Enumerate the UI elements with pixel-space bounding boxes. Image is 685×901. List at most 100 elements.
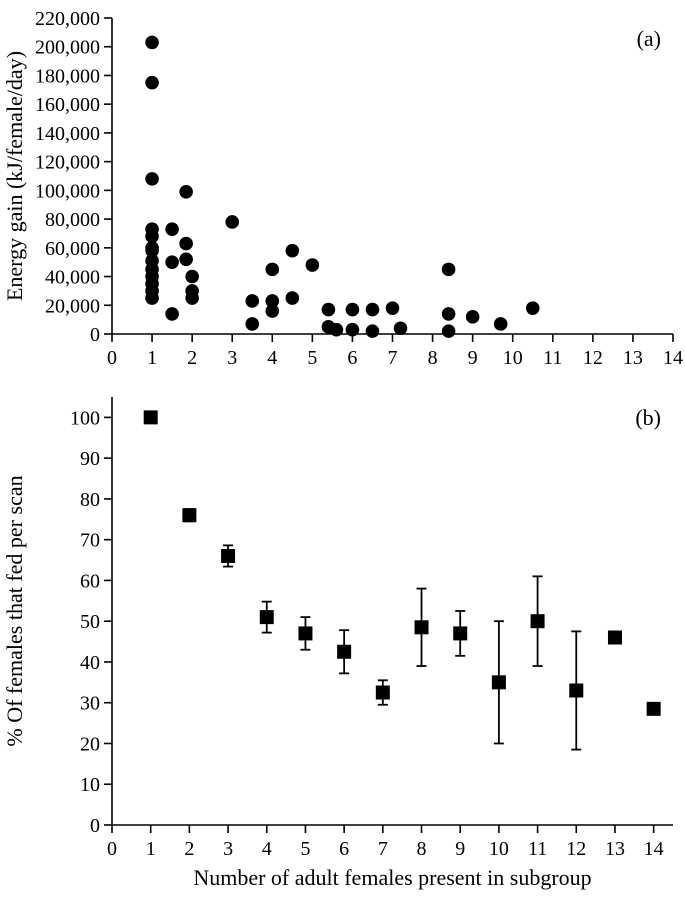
scatter-point — [526, 301, 540, 315]
scatter-point — [366, 303, 380, 317]
y-tick-label: 0 — [90, 815, 100, 837]
x-tick-label: 5 — [307, 347, 317, 369]
x-tick-label: 5 — [300, 838, 310, 860]
scatter-point — [286, 291, 300, 305]
scatter-point — [145, 172, 159, 186]
x-tick-label: 11 — [543, 347, 562, 369]
y-tick-label: 200,000 — [35, 37, 100, 59]
square-marker — [608, 630, 622, 644]
scatter-point — [346, 303, 360, 317]
scatter-point — [165, 255, 179, 269]
x-tick-label: 9 — [468, 347, 478, 369]
x-tick-label: 10 — [503, 347, 523, 369]
scatter-point — [179, 185, 193, 199]
scatter-point — [394, 321, 408, 335]
scatter-point — [245, 294, 259, 308]
square-marker — [182, 508, 196, 522]
x-tick-label: 14 — [663, 347, 683, 369]
x-tick-label: 3 — [223, 838, 233, 860]
scatter-point — [494, 317, 508, 331]
x-tick-label: 14 — [644, 838, 664, 860]
y-tick-label: 30 — [80, 693, 100, 715]
square-marker — [376, 686, 390, 700]
scatter-point — [145, 36, 159, 50]
x-tick-label: 4 — [262, 838, 272, 860]
x-tick-label: 4 — [267, 347, 277, 369]
scatter-point — [225, 215, 239, 229]
scatter-point — [245, 317, 259, 331]
y-tick-label: 50 — [80, 611, 100, 633]
scatter-point — [145, 241, 159, 255]
scatter-point — [265, 304, 279, 318]
square-marker — [569, 683, 583, 697]
y-tick-label: 40 — [80, 652, 100, 674]
square-marker — [144, 410, 158, 424]
panel-a-label: (a) — [637, 26, 661, 51]
y-tick-label: 40,000 — [45, 267, 100, 289]
figure-container: { "figure": { "width": 685, "height": 90… — [0, 0, 685, 901]
x-tick-label: 6 — [347, 347, 357, 369]
panel-b-ylabel: % Of females that fed per scan — [2, 475, 27, 746]
y-tick-label: 90 — [80, 448, 100, 470]
x-tick-label: 0 — [107, 347, 117, 369]
y-tick-label: 160,000 — [35, 94, 100, 116]
x-tick-label: 7 — [388, 347, 398, 369]
x-tick-label: 8 — [417, 838, 427, 860]
square-marker — [337, 645, 351, 659]
y-tick-label: 60,000 — [45, 238, 100, 260]
scatter-point — [322, 303, 336, 317]
y-tick-label: 60 — [80, 570, 100, 592]
scatter-point — [265, 263, 279, 277]
scatter-point — [366, 324, 380, 338]
y-tick-label: 20 — [80, 733, 100, 755]
scatter-point — [145, 76, 159, 90]
scatter-point — [442, 324, 456, 338]
scatter-point — [185, 270, 199, 284]
square-marker — [221, 549, 235, 563]
panel-b-label: (b) — [635, 405, 661, 430]
square-marker — [647, 702, 661, 716]
scatter-point — [145, 291, 159, 305]
square-marker — [492, 675, 506, 689]
scatter-point — [466, 310, 480, 324]
square-marker — [415, 620, 429, 634]
scatter-point — [442, 307, 456, 321]
y-tick-label: 100 — [70, 407, 100, 429]
scatter-point — [346, 323, 360, 337]
shared-xlabel: Number of adult females present in subgr… — [193, 865, 591, 890]
y-tick-label: 100,000 — [35, 180, 100, 202]
y-tick-label: 140,000 — [35, 123, 100, 145]
y-tick-label: 80,000 — [45, 209, 100, 231]
panel-a-points — [145, 36, 539, 338]
x-tick-label: 9 — [455, 838, 465, 860]
x-tick-label: 12 — [583, 347, 603, 369]
scatter-point — [185, 291, 199, 305]
x-tick-label: 12 — [566, 838, 586, 860]
x-tick-label: 1 — [146, 838, 156, 860]
scatter-point — [179, 253, 193, 267]
x-tick-label: 6 — [339, 838, 349, 860]
x-tick-label: 2 — [184, 838, 194, 860]
square-marker — [260, 610, 274, 624]
y-tick-label: 70 — [80, 530, 100, 552]
scatter-point — [330, 323, 344, 337]
y-tick-label: 220,000 — [35, 8, 100, 30]
square-marker — [453, 626, 467, 640]
y-tick-label: 0 — [90, 324, 100, 346]
y-tick-label: 80 — [80, 489, 100, 511]
x-tick-label: 8 — [428, 347, 438, 369]
square-marker — [298, 626, 312, 640]
scatter-point — [286, 244, 300, 258]
scatter-point — [386, 301, 400, 315]
panel-b-series — [144, 410, 661, 749]
scatter-point — [165, 307, 179, 321]
x-tick-label: 1 — [147, 347, 157, 369]
x-tick-label: 10 — [489, 838, 509, 860]
x-tick-label: 0 — [107, 838, 117, 860]
x-tick-label: 7 — [378, 838, 388, 860]
figure-svg: 01234567891011121314020,00040,00060,0008… — [0, 0, 685, 901]
x-tick-label: 13 — [623, 347, 643, 369]
x-tick-label: 2 — [187, 347, 197, 369]
y-tick-label: 180,000 — [35, 65, 100, 87]
scatter-point — [165, 222, 179, 236]
